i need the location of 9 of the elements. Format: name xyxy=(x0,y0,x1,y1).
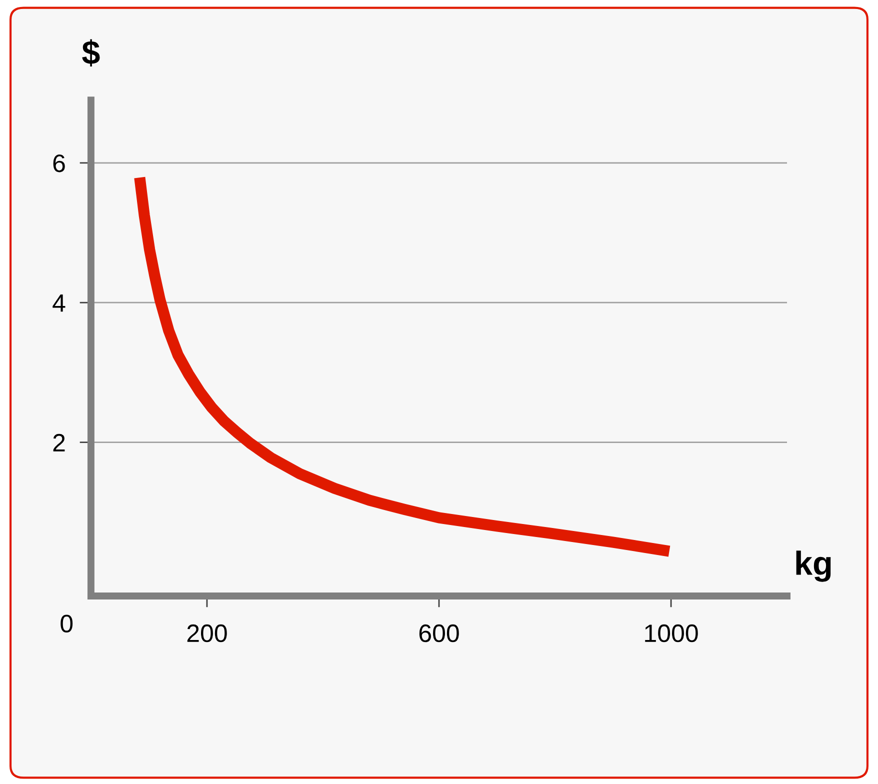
y-tick-label: 6 xyxy=(53,154,65,172)
text: 0 xyxy=(60,614,73,632)
x-axis-title: kg xyxy=(796,550,831,582)
y-tick-label: 4 xyxy=(52,294,66,312)
x-tick-label: 1000 xyxy=(645,624,698,642)
y-axis-title: $ xyxy=(82,39,100,66)
x-tick-label: 600 xyxy=(419,624,459,642)
y-tick-label: 2 xyxy=(53,434,65,452)
x-tick-label: 200 xyxy=(187,624,227,642)
